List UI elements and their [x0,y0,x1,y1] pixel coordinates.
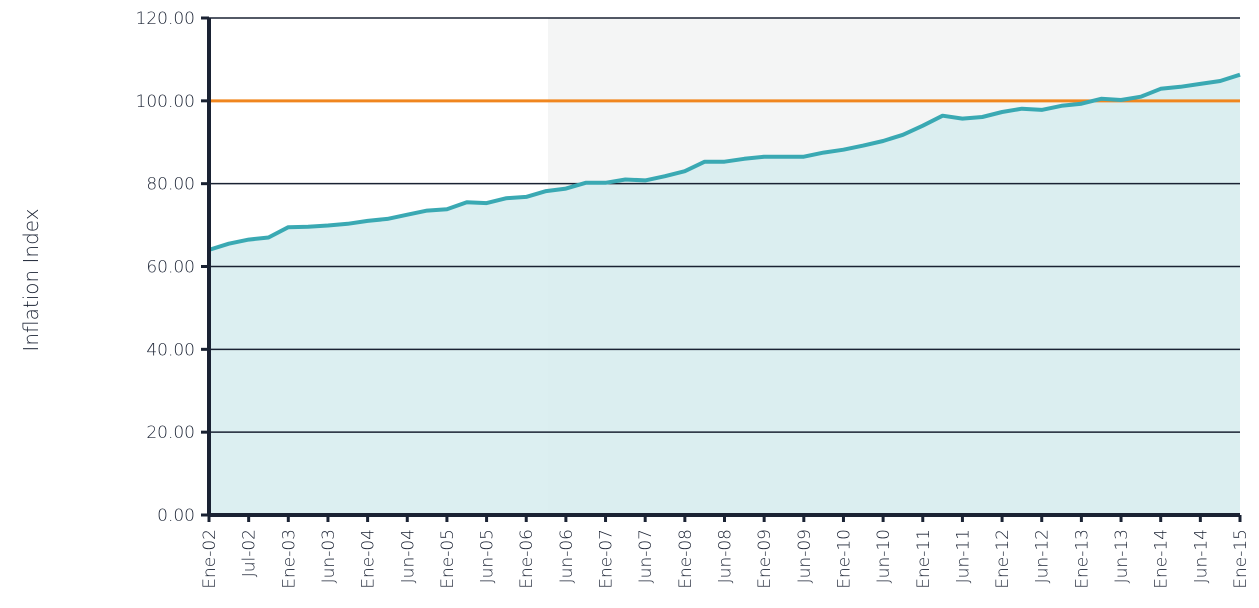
y-tick-label: 40.00 [146,340,195,360]
x-tick-label: Jun-10 [874,529,894,583]
x-tick-label: Jun-05 [478,529,498,583]
y-tick-label: 0.00 [157,506,195,526]
line [208,72,1241,252]
x-tick-label: Ene-10 [834,529,854,589]
x-tick-label: Jun-08 [716,529,736,583]
y-tick-label: 60.00 [146,258,195,278]
x-tick-label: Ene-11 [914,529,934,589]
x-tick-label: Ene-12 [993,529,1013,589]
y-tick-label: 20.00 [146,423,195,443]
y-tick-label: 120.00 [136,9,195,29]
y-tick-label: 80.00 [146,175,195,195]
x-tick-label: Ene-04 [359,529,379,589]
x-tick-label: Jun-06 [557,529,577,583]
x-tick-label: Jun-11 [953,529,973,583]
x-tick-label: Ene-06 [517,529,537,589]
x-tick-label: Ene-13 [1072,529,1092,589]
x-tick-label: Jun-13 [1112,529,1132,583]
x-tick-label: Jul-02 [240,529,260,577]
x-tick-label: Ene-14 [1152,529,1172,589]
x-tick-label: Jun-14 [1191,529,1211,583]
x-tick-label: Jun-03 [319,529,339,583]
x-tick-label: Ene-07 [597,529,617,589]
area [209,74,1240,515]
y-axis-label: Inflation Index [19,208,43,351]
x-tick-label: Jun-07 [636,529,656,583]
x-tick-label: Ene-05 [438,529,458,589]
x-tick-label: Jun-12 [1033,529,1053,583]
x-tick-label: Jun-04 [398,529,418,583]
x-tick-label: Jun-09 [795,529,815,583]
x-tick-label: Ene-15 [1231,529,1251,589]
x-tick-label: Ene-02 [200,529,220,589]
x-tick-label: Ene-09 [755,529,775,589]
x-tick-label: Ene-03 [279,529,299,589]
y-tick-label: 100.00 [136,92,195,112]
x-tick-label: Ene-08 [676,529,696,589]
